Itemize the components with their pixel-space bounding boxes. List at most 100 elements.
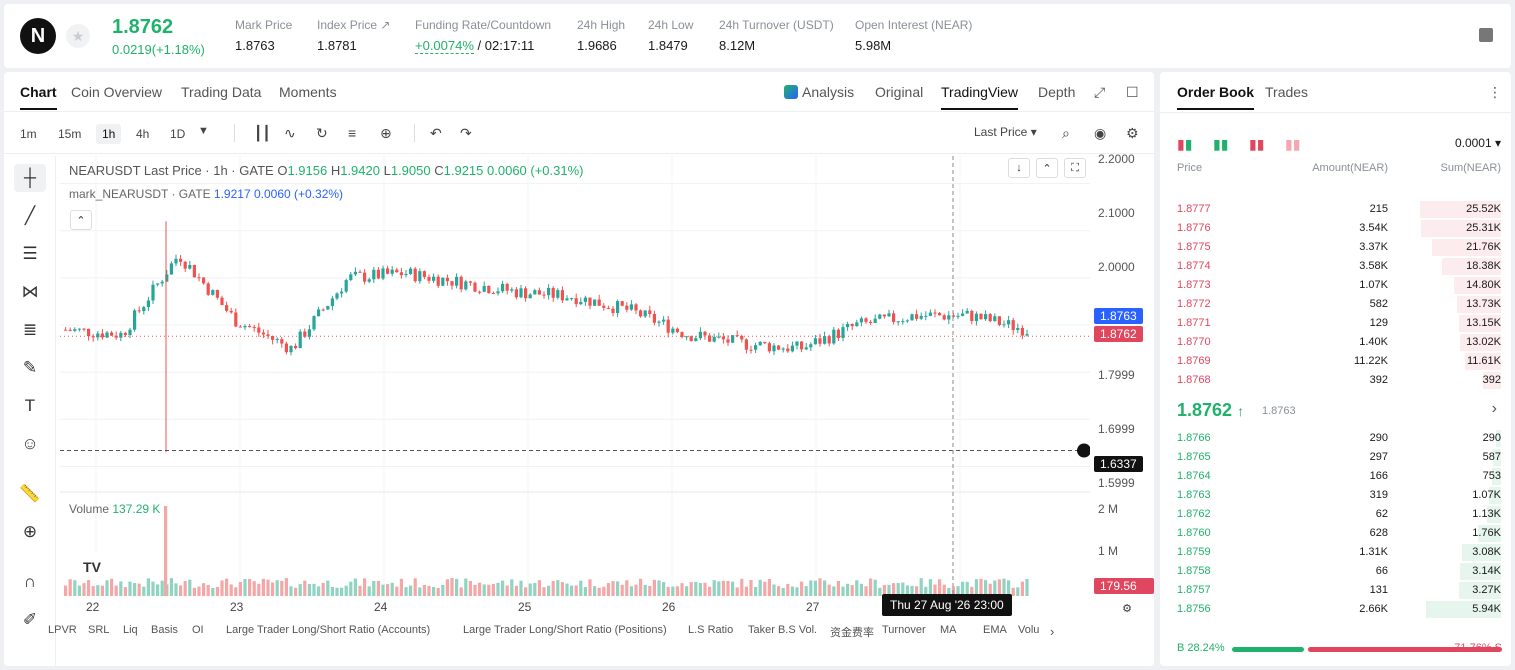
indicators-icon[interactable]: ∿ — [284, 125, 296, 141]
price-chart[interactable] — [60, 156, 1090, 596]
tab-moments[interactable]: Moments — [279, 84, 337, 100]
fib-icon[interactable]: ≣ — [22, 320, 38, 339]
precision-select[interactable]: 0.0001 ▾ — [1454, 136, 1501, 150]
search-icon[interactable]: ⌕ — [1062, 125, 1070, 141]
timeframe-15m[interactable]: 15m — [58, 127, 82, 141]
horizontal-lines-icon[interactable]: ☰ — [22, 244, 38, 263]
ask-row[interactable]: 1.8774 3.58K 18.38K — [1160, 257, 1511, 276]
bid-row[interactable]: 1.8757 131 3.27K — [1160, 581, 1511, 600]
ask-row[interactable]: 1.8772 582 13.73K — [1160, 295, 1511, 314]
magnet-icon[interactable]: ∩ — [23, 572, 37, 591]
view-alt-icon[interactable]: ▮▮ — [1285, 136, 1301, 152]
replay-icon[interactable]: ↻ — [316, 125, 328, 141]
add-alert-icon[interactable]: ⊕ — [380, 125, 392, 141]
indicator-12[interactable]: EMA — [983, 624, 1007, 636]
candle-body — [675, 328, 679, 333]
legend-open-label: O — [277, 163, 288, 178]
text-tool-icon[interactable]: T — [24, 396, 36, 415]
view-bids-icon[interactable]: ▮▮ — [1213, 136, 1229, 152]
crosshair-icon[interactable]: ┼ — [14, 164, 46, 192]
scroll-down-button[interactable]: ↓ — [1008, 158, 1030, 178]
bid-row[interactable]: 1.8758 66 3.14K — [1160, 562, 1511, 581]
indicator-11[interactable]: MA — [940, 624, 957, 636]
ask-row[interactable]: 1.8773 1.07K 14.80K — [1160, 276, 1511, 295]
trend-line-icon[interactable]: ╱ — [24, 206, 36, 225]
ask-row[interactable]: 1.8770 1.40K 13.02K — [1160, 333, 1511, 352]
emoji-icon[interactable]: ☺ — [21, 434, 39, 453]
stat-index-price[interactable]: Index Price ↗ 1.8781 — [317, 18, 390, 53]
redo-icon[interactable]: ↷ — [460, 125, 472, 141]
indicator-9[interactable]: 资金费率 — [830, 627, 874, 639]
undo-icon[interactable]: ↶ — [430, 125, 442, 141]
pattern-icon[interactable]: ⋈ — [21, 282, 39, 301]
bid-row[interactable]: 1.8763 319 1.07K — [1160, 486, 1511, 505]
camera-icon[interactable]: ◉ — [1094, 125, 1107, 141]
indicator-0[interactable]: LPVR — [48, 624, 77, 636]
view-both-icon[interactable]: ▮▮ — [1177, 136, 1193, 152]
bid-row[interactable]: 1.8756 2.66K 5.94K — [1160, 600, 1511, 619]
collapse-legend-button[interactable]: ⌃ — [70, 210, 92, 230]
collapse-button[interactable]: ⌃ — [1036, 158, 1058, 178]
analysis-button[interactable]: Analysis — [784, 84, 854, 100]
indicator-1[interactable]: SRL — [88, 624, 110, 636]
timeframe-1h[interactable]: 1h — [96, 124, 122, 144]
indicator-7[interactable]: L.S Ratio — [688, 624, 734, 636]
ask-row[interactable]: 1.8776 3.54K 25.31K — [1160, 219, 1511, 238]
indicator-6[interactable]: Large Trader Long/Short Ratio (Positions… — [463, 624, 667, 636]
timeframe-dropdown-icon[interactable]: ▼ — [198, 125, 209, 137]
book-icon[interactable] — [1479, 28, 1493, 42]
bid-row[interactable]: 1.8765 297 587 — [1160, 448, 1511, 467]
candle-body — [703, 331, 707, 336]
timeframe-4h[interactable]: 4h — [136, 127, 150, 141]
tab-coin-overview[interactable]: Coin Overview — [71, 84, 163, 100]
reset-chart-icon[interactable]: ⚙ — [1116, 598, 1138, 618]
ask-row[interactable]: 1.8777 215 25.52K — [1160, 200, 1511, 219]
ask-row[interactable]: 1.8775 3.37K 21.76K — [1160, 238, 1511, 257]
indicator-5[interactable]: Large Trader Long/Short Ratio (Accounts) — [226, 624, 431, 636]
tab-chart[interactable]: Chart — [20, 84, 57, 110]
gear-icon[interactable]: ⚙ — [1126, 125, 1139, 141]
bid-row[interactable]: 1.8762 62 1.13K — [1160, 505, 1511, 524]
price-type-select[interactable]: Last Price ▾ — [974, 125, 1037, 139]
tab-original[interactable]: Original — [875, 84, 924, 100]
window-icon[interactable]: ☐ — [1126, 84, 1139, 100]
indicator-3[interactable]: Basis — [151, 624, 178, 636]
indicator-8[interactable]: Taker B.S Vol. — [748, 624, 818, 636]
indicator-4[interactable]: OI — [192, 624, 204, 636]
expand-icon[interactable]: ⤢ — [1094, 84, 1106, 100]
tab-order-book[interactable]: Order Book — [1177, 84, 1255, 110]
candle-body — [905, 320, 909, 322]
indicator-13[interactable]: Volu — [1018, 624, 1040, 636]
timeframe-1d[interactable]: 1D — [170, 127, 186, 141]
view-asks-icon[interactable]: ▮▮ — [1249, 136, 1265, 152]
indicator-2[interactable]: Liq — [123, 624, 138, 636]
indicator-10[interactable]: Turnover — [882, 624, 926, 636]
funding-rate-value[interactable]: +0.0074% — [415, 38, 474, 54]
ruler-icon[interactable]: 📏 — [19, 484, 41, 503]
candle-body — [666, 319, 670, 333]
edit-icon[interactable]: ✐ — [22, 610, 38, 629]
candle-type-icon[interactable]: ┃┃ — [254, 125, 271, 141]
bid-row[interactable]: 1.8759 1.31K 3.08K — [1160, 543, 1511, 562]
tab-trading-data[interactable]: Trading Data — [181, 84, 262, 100]
add-order-icon[interactable] — [1077, 443, 1090, 458]
chevron-right-icon[interactable]: › — [1050, 624, 1055, 639]
ask-row[interactable]: 1.8768 392 392 — [1160, 371, 1511, 390]
tab-trades[interactable]: Trades — [1265, 84, 1309, 100]
more-options-icon[interactable]: ⋮ — [1488, 84, 1502, 100]
brush-icon[interactable]: ✎ — [22, 358, 38, 377]
fullscreen-button[interactable]: ⛶ — [1064, 158, 1086, 178]
ask-row[interactable]: 1.8769 11.22K 11.61K — [1160, 352, 1511, 371]
ask-row[interactable]: 1.8771 129 13.15K — [1160, 314, 1511, 333]
tab-tradingview[interactable]: TradingView — [941, 84, 1019, 110]
bid-row[interactable]: 1.8766 290 290 — [1160, 429, 1511, 448]
price-axis[interactable]: 2.2000 2.1000 2.0000 1.8763 1.8762 1.799… — [1094, 152, 1154, 609]
chevron-right-icon[interactable]: › — [1491, 400, 1497, 417]
bid-row[interactable]: 1.8764 166 753 — [1160, 467, 1511, 486]
tab-depth[interactable]: Depth — [1038, 84, 1076, 100]
zoom-in-icon[interactable]: ⊕ — [22, 522, 38, 541]
favorite-star-icon[interactable]: ★ — [66, 24, 90, 48]
timeframe-1m[interactable]: 1m — [20, 127, 37, 141]
template-icon[interactable]: ≡ — [348, 125, 357, 141]
bid-row[interactable]: 1.8760 628 1.76K — [1160, 524, 1511, 543]
